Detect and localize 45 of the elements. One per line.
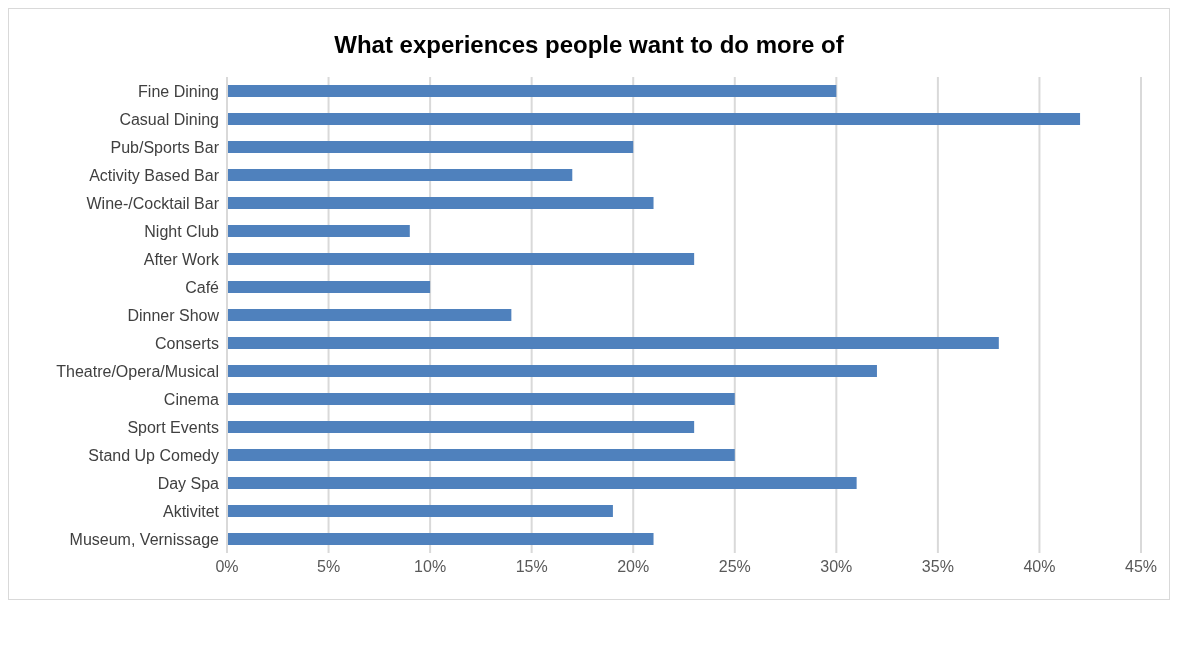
- x-tick-label: 15%: [515, 558, 548, 576]
- y-tick-label: Pub/Sports Bar: [110, 138, 220, 156]
- bar: [227, 197, 654, 209]
- x-tick-label: 0%: [215, 558, 239, 576]
- bar: [227, 421, 695, 433]
- bar: [227, 309, 512, 321]
- y-tick-label: Museum, Vernissage: [69, 530, 220, 548]
- x-tick-label: 40%: [1023, 558, 1056, 576]
- bar: [227, 225, 410, 237]
- y-tick-label: Aktivitet: [162, 502, 220, 520]
- x-tick-label: 10%: [414, 558, 447, 576]
- y-tick-label: After Work: [143, 250, 220, 268]
- bar: [227, 169, 573, 181]
- y-tick-label: Cinema: [163, 390, 220, 408]
- y-tick-label: Dinner Show: [127, 306, 220, 324]
- y-tick-label: Activity Based Bar: [89, 166, 220, 184]
- bar: [227, 281, 431, 293]
- y-tick-label: Café: [185, 278, 220, 296]
- bar: [227, 141, 634, 153]
- y-tick-label: Night Club: [144, 222, 220, 240]
- bar: [227, 505, 613, 517]
- y-tick-label: Fine Dining: [138, 82, 219, 100]
- x-tick-label: 5%: [316, 558, 341, 576]
- y-tick-label: Casual Dining: [119, 110, 219, 128]
- y-tick-label: Sport Events: [127, 418, 219, 436]
- y-tick-label: Day Spa: [157, 474, 220, 492]
- y-tick-label: Wine-/Cocktail Bar: [86, 194, 220, 212]
- bar: [227, 393, 735, 405]
- y-tick-label: Theatre/Opera/Musical: [56, 362, 219, 380]
- x-tick-label: 45%: [1124, 558, 1158, 576]
- bar: [227, 533, 654, 545]
- bar: [227, 449, 735, 461]
- y-tick-label: Conserts: [154, 334, 219, 352]
- y-tick-label: Stand Up Comedy: [88, 446, 219, 464]
- bar: [227, 477, 857, 489]
- chart-title: What experiences people want to do more of: [333, 31, 845, 59]
- x-tick-label: 20%: [617, 558, 650, 576]
- bar: [227, 337, 999, 349]
- x-tick-label: 25%: [718, 558, 751, 576]
- bar: [227, 365, 877, 377]
- bar: [227, 253, 695, 265]
- bar: [227, 85, 837, 97]
- x-tick-label: 35%: [921, 558, 954, 576]
- x-tick-label: 30%: [820, 558, 853, 576]
- bar: [227, 113, 1081, 125]
